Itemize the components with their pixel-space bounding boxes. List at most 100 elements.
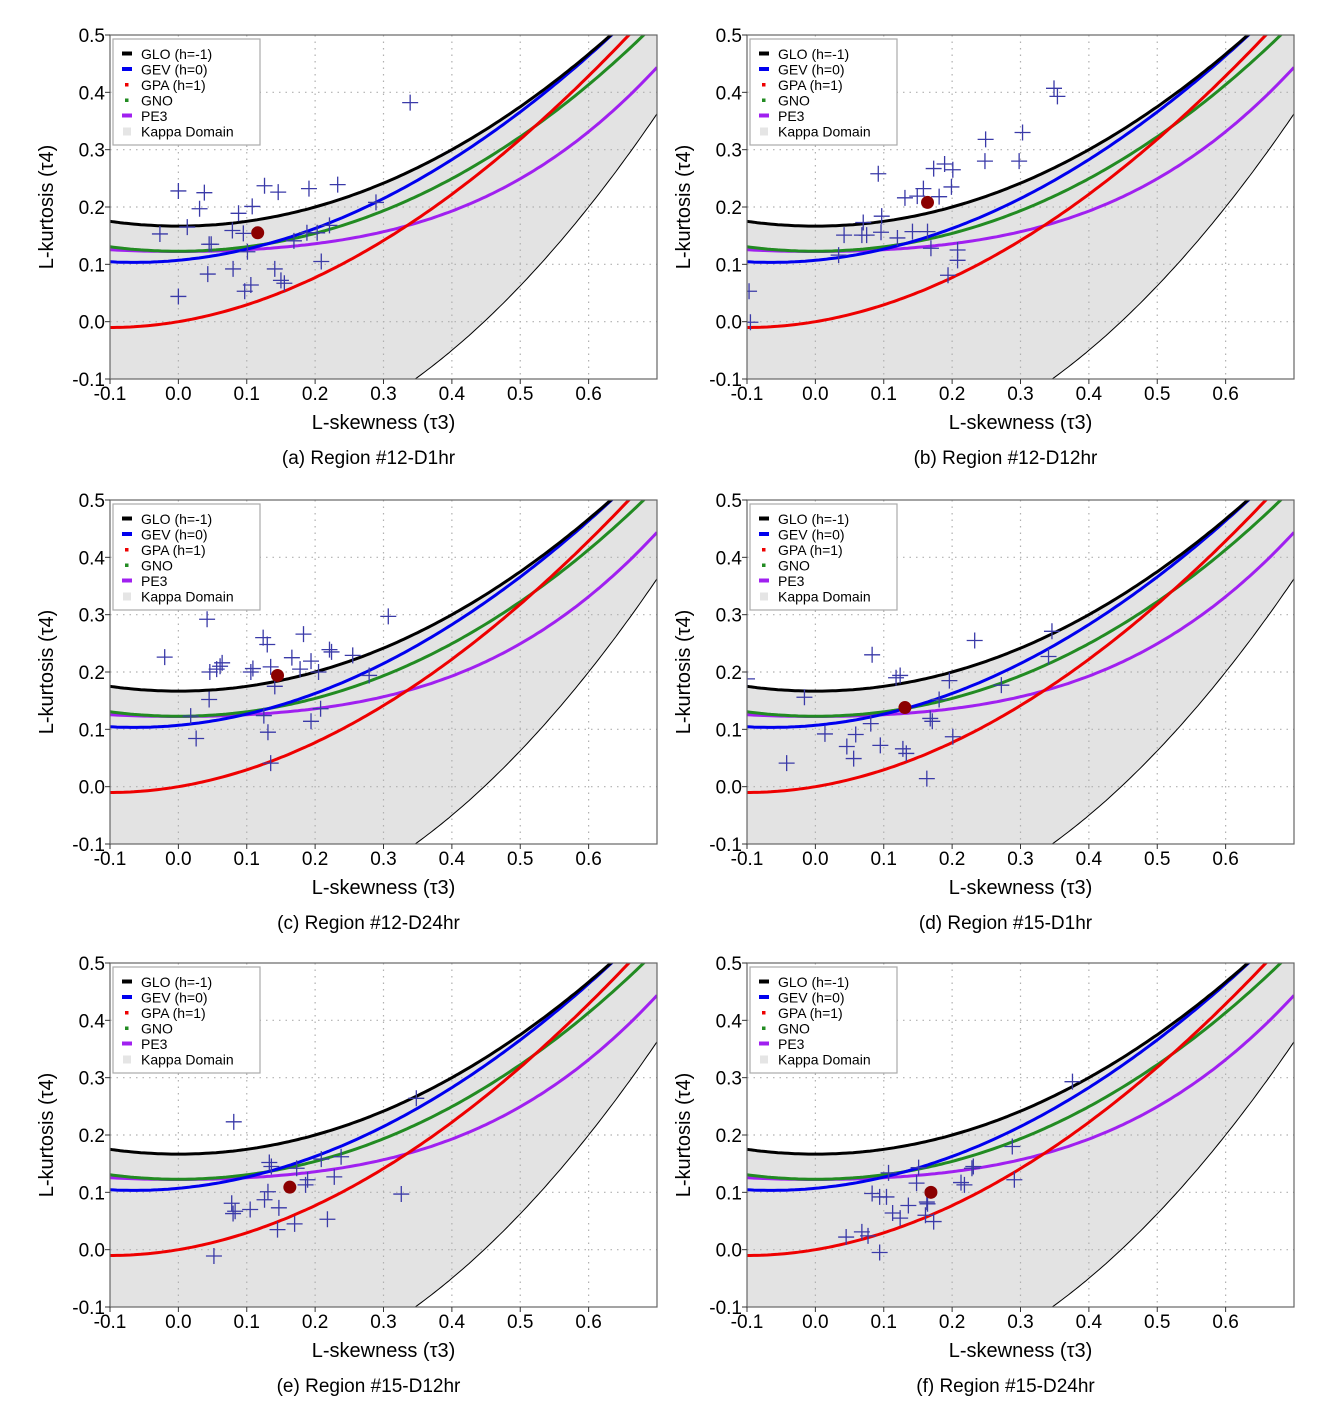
site-point [871,1244,888,1261]
x-tick-label: 0.0 [165,1312,191,1333]
site-point [900,1197,917,1214]
regional-mean-point [251,226,265,240]
y-tick-label: -0.1 [709,835,742,856]
legend-swatch [759,995,769,999]
site-point [896,189,913,206]
site-point [262,755,279,772]
plot-area [110,500,657,844]
x-tick-label: 0.6 [1212,849,1238,870]
y-tick-label: 0.4 [79,548,106,569]
legend-swatch [125,1011,129,1015]
x-axis-title: L-skewness (τ3) [312,1340,456,1362]
site-point [259,1183,276,1200]
site-point [889,229,906,246]
legend-swatch [122,532,132,536]
y-tick-label: 0.0 [716,1241,742,1262]
y-tick-label: 0.2 [716,198,742,219]
site-point [931,691,948,708]
y-tick-label: 0.4 [716,83,743,104]
site-point [329,176,346,193]
x-tick-label: 0.4 [1076,849,1103,870]
x-tick-label: 0.4 [439,384,466,405]
legend-swatch [760,1055,768,1064]
site-point [1046,80,1063,97]
x-tick-label: 0.4 [439,849,466,870]
legend-label: GNO [778,558,810,574]
legend-box [749,966,898,1074]
site-point [922,240,939,257]
legend-label: GLO (h=-1) [141,974,212,990]
kappa-lower-bound-line [1051,1041,1294,1307]
site-point [918,770,935,787]
site-point [321,641,338,658]
x-tick-label: 0.3 [370,384,396,405]
legend-swatch [125,548,129,552]
x-tick-label: 0.4 [439,1312,466,1333]
site-point [191,200,208,217]
kappa-lower-bound-line [414,113,657,379]
y-tick-label: 0.5 [716,26,742,47]
legend-box [749,38,898,146]
site-point [838,738,855,755]
site-point [242,664,259,680]
site-point [860,1227,877,1244]
site-point [313,253,330,270]
plot-area [747,35,1294,379]
site-point [225,1113,242,1130]
legend-label: PE3 [141,108,168,124]
site-point [931,188,948,205]
site-point [201,691,218,708]
y-tick-label: 0.2 [79,198,105,219]
curve-glo [110,963,614,1156]
legend-label: Kappa Domain [141,589,234,605]
plot-area [110,35,657,379]
legend-swatch [123,592,131,601]
site-point [326,1168,343,1185]
site-point [263,1158,280,1175]
y-tick-label: 0.2 [79,1126,105,1147]
legend-swatch [760,592,768,601]
x-tick-label: 0.6 [575,849,601,870]
legend-swatch [122,995,132,999]
panel-caption: (c) Region #12-D24hr [277,913,460,934]
site-point [313,1151,330,1168]
chart-svg-f: -0.1 0.0 0.1 0.2 0.3 0.4 0.5 0.6 -0.1 0.0 0.1 0.2 0.… [673,954,1295,1397]
legend-swatch [125,83,129,87]
legend-swatch [759,1041,769,1046]
site-point [310,664,327,680]
site-point [919,1195,936,1212]
site-point [966,632,983,649]
site-point [924,713,941,730]
site-point [873,224,890,241]
x-tick-label: -0.1 [94,384,127,405]
site-point [892,1210,909,1227]
curve-gno [110,963,646,1181]
site-point [1006,1171,1023,1188]
x-tick-label: 0.1 [871,1312,897,1333]
site-point [312,700,329,717]
legend-swatch [125,563,129,567]
site-point [993,677,1010,694]
site-point [873,208,890,225]
site-point [894,740,911,757]
site-point [283,649,300,666]
site-point [319,1211,336,1228]
y-axis-title: L-kurtosis (τ4) [36,145,58,270]
legend-label: GEV (h=0) [778,527,845,543]
site-point [936,156,953,172]
site-point [880,1164,897,1181]
legend-label: GPA (h=1) [141,542,206,558]
x-tick-label: 0.3 [1007,849,1033,870]
site-point [888,669,905,686]
x-tick-label: 0.5 [1144,1312,1170,1333]
site-point [266,260,283,277]
regional-mean-point [898,701,912,715]
panel-caption: (b) Region #12-D12hr [914,448,1098,469]
y-tick-label: -0.1 [72,835,105,856]
site-point [838,1229,855,1246]
site-point [943,178,960,195]
site-point [196,184,213,201]
site-point [940,267,957,284]
x-tick-label: 0.1 [234,1312,260,1333]
legend-label: GLO (h=-1) [778,974,849,990]
